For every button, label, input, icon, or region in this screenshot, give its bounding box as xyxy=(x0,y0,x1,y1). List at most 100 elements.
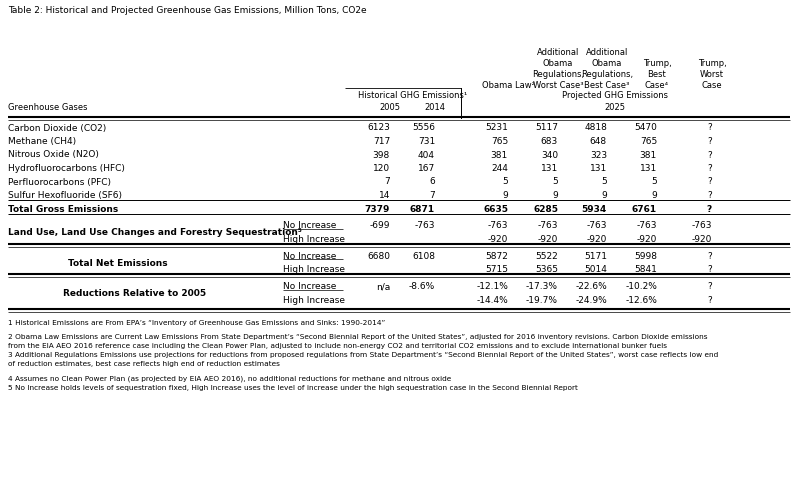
Text: from the EIA AEO 2016 reference case including the Clean Power Plan, adjusted to: from the EIA AEO 2016 reference case inc… xyxy=(8,343,667,349)
Text: 5: 5 xyxy=(502,177,508,187)
Text: Obama: Obama xyxy=(543,59,573,69)
Text: 6635: 6635 xyxy=(483,205,508,213)
Text: Best: Best xyxy=(648,70,666,80)
Text: 5934: 5934 xyxy=(582,205,607,213)
Text: 404: 404 xyxy=(418,151,435,159)
Text: Trump,: Trump, xyxy=(642,59,671,69)
Text: -920: -920 xyxy=(586,235,607,244)
Text: 4818: 4818 xyxy=(584,123,607,133)
Text: 9: 9 xyxy=(602,191,607,200)
Text: 6680: 6680 xyxy=(367,252,390,261)
Text: 765: 765 xyxy=(640,137,657,146)
Text: 398: 398 xyxy=(373,151,390,159)
Text: 381: 381 xyxy=(640,151,657,159)
Text: 131: 131 xyxy=(590,164,607,173)
Text: Case: Case xyxy=(702,82,722,90)
Text: ?: ? xyxy=(707,151,712,159)
Text: -763: -763 xyxy=(487,222,508,230)
Text: 5014: 5014 xyxy=(584,265,607,274)
Text: 7: 7 xyxy=(384,177,390,187)
Text: No Increase: No Increase xyxy=(283,222,336,230)
Text: 5365: 5365 xyxy=(535,265,558,274)
Text: 648: 648 xyxy=(590,137,607,146)
Text: -920: -920 xyxy=(637,235,657,244)
Text: 6871: 6871 xyxy=(410,205,435,213)
Text: ?: ? xyxy=(707,252,712,261)
Text: 5715: 5715 xyxy=(485,265,508,274)
Text: Historical GHG Emissions¹: Historical GHG Emissions¹ xyxy=(358,91,467,101)
Text: -19.7%: -19.7% xyxy=(526,295,558,305)
Text: 5171: 5171 xyxy=(584,252,607,261)
Text: ?: ? xyxy=(707,191,712,200)
Text: Hydrofluorocarbons (HFC): Hydrofluorocarbons (HFC) xyxy=(8,164,125,173)
Text: Obama: Obama xyxy=(592,59,622,69)
Text: 2014: 2014 xyxy=(425,103,446,111)
Text: No Increase: No Increase xyxy=(283,252,336,261)
Text: Additional: Additional xyxy=(586,49,628,57)
Text: Carbon Dioxide (CO2): Carbon Dioxide (CO2) xyxy=(8,123,106,133)
Text: 381: 381 xyxy=(490,151,508,159)
Text: ?: ? xyxy=(707,123,712,133)
Text: Obama Law²: Obama Law² xyxy=(482,82,534,90)
Text: 9: 9 xyxy=(552,191,558,200)
Text: 2025: 2025 xyxy=(605,103,626,111)
Text: -10.2%: -10.2% xyxy=(625,282,657,291)
Text: 6123: 6123 xyxy=(367,123,390,133)
Text: 14: 14 xyxy=(378,191,390,200)
Text: 131: 131 xyxy=(541,164,558,173)
Text: -14.4%: -14.4% xyxy=(476,295,508,305)
Text: -22.6%: -22.6% xyxy=(575,282,607,291)
Text: 4 Assumes no Clean Power Plan (as projected by EIA AEO 2016), no additional redu: 4 Assumes no Clean Power Plan (as projec… xyxy=(8,376,451,382)
Text: 5522: 5522 xyxy=(535,252,558,261)
Text: 6108: 6108 xyxy=(412,252,435,261)
Text: Trump,: Trump, xyxy=(698,59,726,69)
Text: ?: ? xyxy=(707,282,712,291)
Text: -763: -763 xyxy=(586,222,607,230)
Text: 5 No Increase holds levels of sequestration fixed, High Increase uses the level : 5 No Increase holds levels of sequestrat… xyxy=(8,385,578,391)
Text: ?: ? xyxy=(707,177,712,187)
Text: -12.1%: -12.1% xyxy=(476,282,508,291)
Text: ?: ? xyxy=(707,295,712,305)
Text: High Increase: High Increase xyxy=(283,295,345,305)
Text: -763: -763 xyxy=(538,222,558,230)
Text: -920: -920 xyxy=(488,235,508,244)
Text: 2 Obama Law Emissions are Current Law Emissions From State Department’s “Second : 2 Obama Law Emissions are Current Law Em… xyxy=(8,334,707,340)
Text: 5998: 5998 xyxy=(634,252,657,261)
Text: 5231: 5231 xyxy=(485,123,508,133)
Text: 340: 340 xyxy=(541,151,558,159)
Text: -699: -699 xyxy=(370,222,390,230)
Text: 7: 7 xyxy=(430,191,435,200)
Text: Total Net Emissions: Total Net Emissions xyxy=(68,259,168,267)
Text: 5556: 5556 xyxy=(412,123,435,133)
Text: ?: ? xyxy=(706,205,712,213)
Text: 120: 120 xyxy=(373,164,390,173)
Text: ?: ? xyxy=(707,164,712,173)
Text: n/a: n/a xyxy=(376,282,390,291)
Text: High Increase: High Increase xyxy=(283,235,345,244)
Text: -920: -920 xyxy=(538,235,558,244)
Text: Methane (CH4): Methane (CH4) xyxy=(8,137,76,146)
Text: ?: ? xyxy=(707,137,712,146)
Text: 323: 323 xyxy=(590,151,607,159)
Text: 5470: 5470 xyxy=(634,123,657,133)
Text: 683: 683 xyxy=(541,137,558,146)
Text: Table 2: Historical and Projected Greenhouse Gas Emissions, Million Tons, CO2e: Table 2: Historical and Projected Greenh… xyxy=(8,6,366,16)
Text: -8.6%: -8.6% xyxy=(409,282,435,291)
Text: 5841: 5841 xyxy=(634,265,657,274)
Text: Greenhouse Gases: Greenhouse Gases xyxy=(8,103,87,111)
Text: Projected GHG Emissions: Projected GHG Emissions xyxy=(562,91,668,101)
Text: Nitrous Oxide (N2O): Nitrous Oxide (N2O) xyxy=(8,151,99,159)
Text: -920: -920 xyxy=(692,235,712,244)
Text: Regulations,: Regulations, xyxy=(532,70,584,80)
Text: No Increase: No Increase xyxy=(283,282,336,291)
Text: -763: -763 xyxy=(691,222,712,230)
Text: 5: 5 xyxy=(602,177,607,187)
Text: 717: 717 xyxy=(373,137,390,146)
Text: of reduction estimates, best case reflects high end of reduction estimates: of reduction estimates, best case reflec… xyxy=(8,362,280,367)
Text: 5117: 5117 xyxy=(535,123,558,133)
Text: ?: ? xyxy=(707,265,712,274)
Text: 9: 9 xyxy=(502,191,508,200)
Text: 244: 244 xyxy=(491,164,508,173)
Text: 7379: 7379 xyxy=(365,205,390,213)
Text: Perfluorocarbons (PFC): Perfluorocarbons (PFC) xyxy=(8,177,111,187)
